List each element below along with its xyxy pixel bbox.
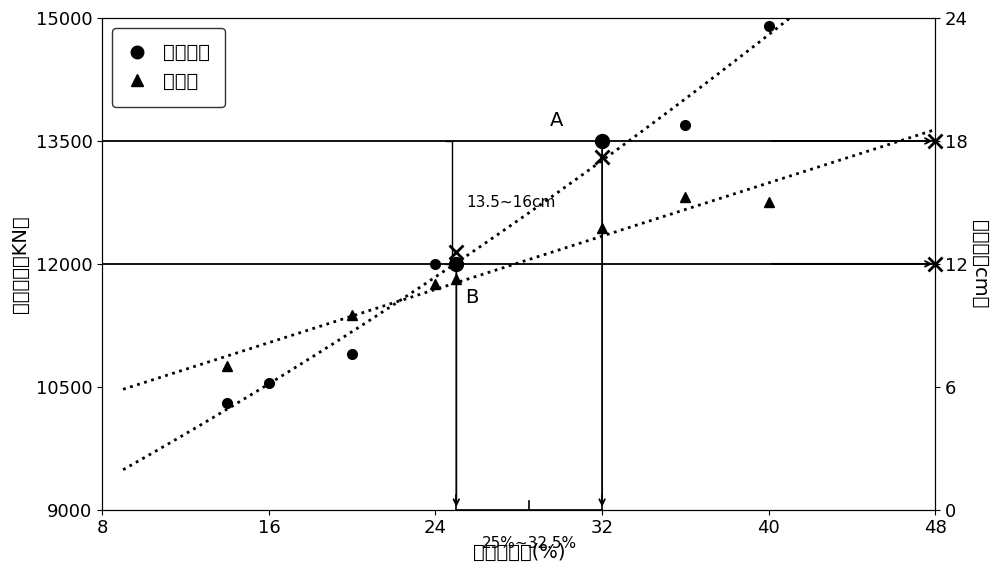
Y-axis label: 崩落度（cm）: 崩落度（cm） (970, 219, 989, 308)
Text: 13.5~16cm: 13.5~16cm (467, 195, 556, 210)
Legend: 盾构推力, 崩落度: 盾构推力, 崩落度 (112, 28, 225, 107)
Text: 25%~32.5%: 25%~32.5% (482, 536, 577, 551)
Y-axis label: 盾构推力（KN）: 盾构推力（KN） (11, 215, 30, 313)
Text: B: B (465, 288, 478, 307)
Text: A: A (550, 111, 563, 130)
X-axis label: 渣土含水率(%): 渣土含水率(%) (473, 543, 565, 562)
